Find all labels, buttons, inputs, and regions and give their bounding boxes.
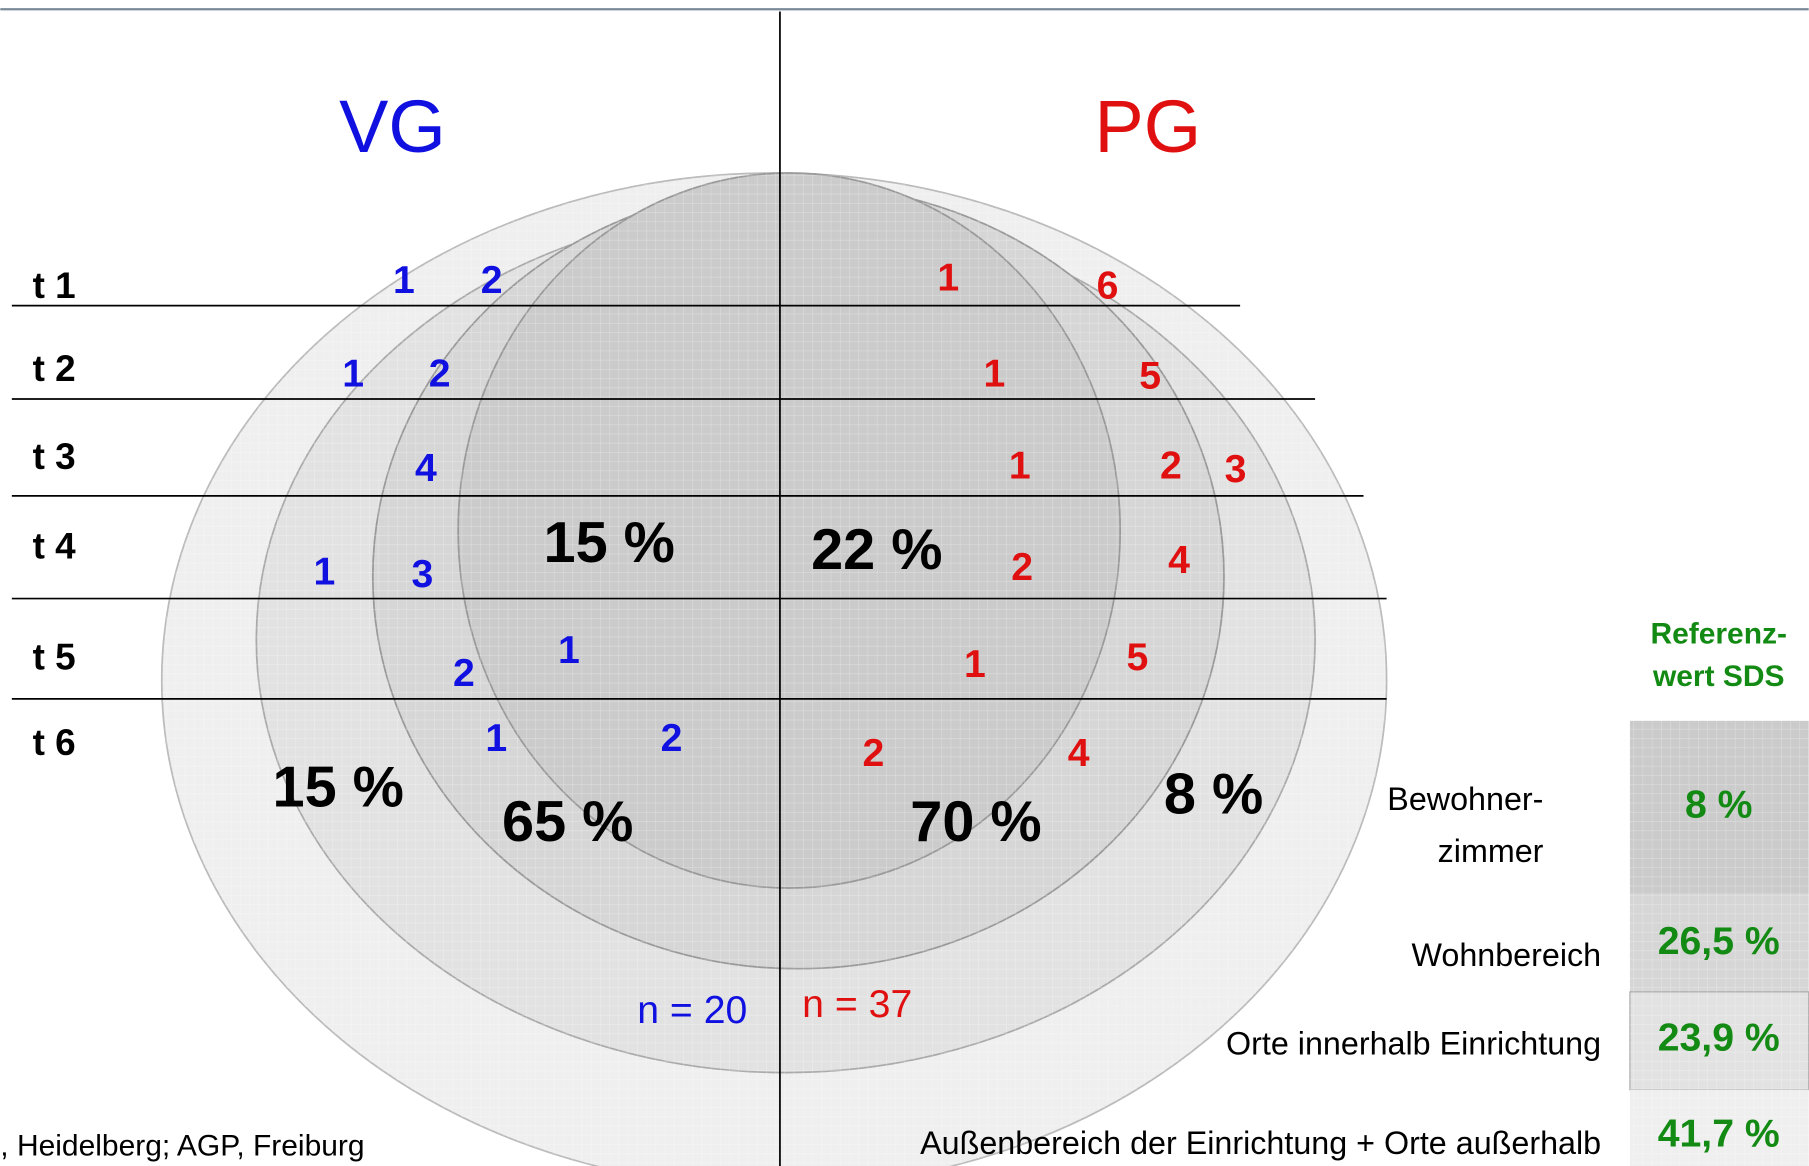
pg-count: 1 <box>1009 445 1031 488</box>
vg-count: 2 <box>429 352 451 395</box>
vg-count: 2 <box>661 717 683 760</box>
percentage: 8 % <box>1164 762 1263 826</box>
pg-count: 1 <box>984 352 1006 395</box>
ref-title: wert SDS <box>1652 660 1785 693</box>
vg-count: 1 <box>393 259 415 302</box>
n-label: n = 37 <box>802 983 912 1026</box>
vg-count: 1 <box>558 629 580 672</box>
ellipses <box>161 172 1388 1166</box>
percentage: 70 % <box>910 790 1041 854</box>
vg-count: 1 <box>342 352 364 395</box>
group-label: PG <box>1095 85 1202 168</box>
pg-count: 2 <box>1011 546 1033 589</box>
pg-count: 1 <box>964 643 986 686</box>
pg-count: 5 <box>1127 636 1149 679</box>
pg-count: 5 <box>1139 355 1161 398</box>
ref-value: 8 % <box>1685 784 1753 827</box>
ref-grid <box>1629 720 1809 1166</box>
ref-label: Außenbereich der Einrichtung + Orte auße… <box>920 1125 1601 1161</box>
pg-count: 4 <box>1168 539 1190 582</box>
vg-count: 2 <box>481 259 503 302</box>
time-label: t 4 <box>33 526 77 567</box>
vg-count: 1 <box>485 717 507 760</box>
pg-count: 6 <box>1097 265 1119 308</box>
ref-value: 26,5 % <box>1658 920 1780 963</box>
ref-label: Wohnbereich <box>1411 937 1601 973</box>
time-label: t 3 <box>33 436 76 477</box>
pg-count: 1 <box>937 257 959 300</box>
ref-value: 41,7 % <box>1658 1112 1780 1155</box>
vg-count: 1 <box>313 551 335 594</box>
percentage: 15 % <box>544 511 675 575</box>
time-label: t 1 <box>33 265 76 306</box>
time-label: t 6 <box>33 722 76 763</box>
time-lines <box>11 304 1387 700</box>
pg-count: 2 <box>862 732 884 775</box>
vg-count: 3 <box>412 553 434 596</box>
percentage: 22 % <box>811 518 942 582</box>
time-label: t 2 <box>33 348 76 389</box>
percentage: 15 % <box>273 755 404 819</box>
time-label: t 5 <box>33 636 76 677</box>
pg-count: 4 <box>1068 732 1090 775</box>
ref-label: zimmer <box>1438 833 1544 869</box>
ref-label: Bewohner- <box>1387 781 1543 817</box>
ref-label: Orte innerhalb Einrichtung <box>1226 1026 1601 1062</box>
ref-title: Referenz- <box>1650 617 1787 650</box>
n-label: n = 20 <box>637 989 747 1032</box>
vg-count: 2 <box>453 652 475 695</box>
pg-count: 3 <box>1225 448 1247 491</box>
vg-count: 4 <box>415 447 437 490</box>
footer: , Heidelberg; AGP, Freiburg <box>0 1129 364 1162</box>
ref-value: 23,9 % <box>1658 1017 1780 1060</box>
percentage: 65 % <box>502 790 633 854</box>
group-label: VG <box>339 85 446 168</box>
pg-count: 2 <box>1160 445 1182 488</box>
